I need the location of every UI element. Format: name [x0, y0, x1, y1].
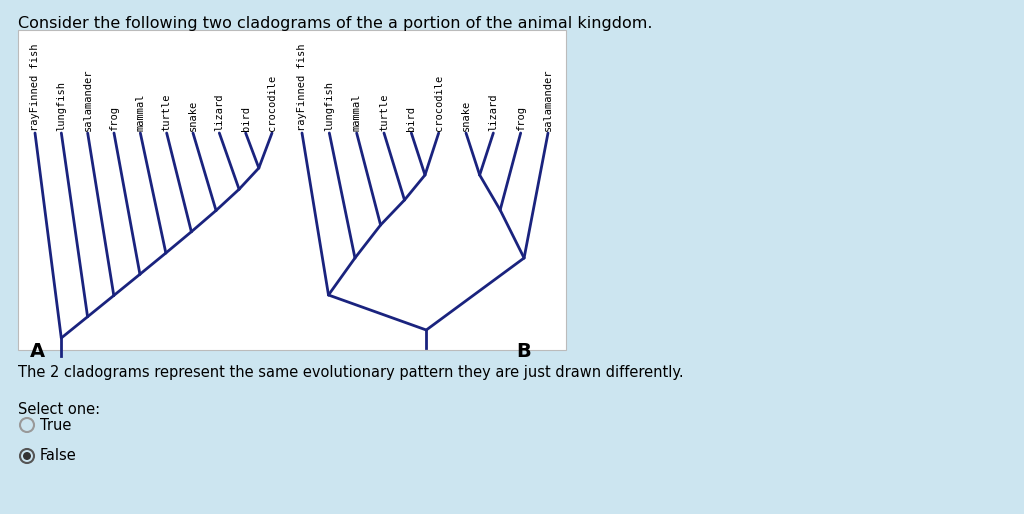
Text: lungfish: lungfish: [325, 81, 334, 131]
Text: turtle: turtle: [162, 94, 172, 131]
Text: lungfish: lungfish: [56, 81, 67, 131]
Text: salamander: salamander: [543, 68, 553, 131]
Text: mammal: mammal: [351, 94, 361, 131]
Text: frog: frog: [109, 106, 119, 131]
Text: B: B: [516, 342, 530, 361]
Text: The 2 cladograms represent the same evolutionary pattern they are just drawn dif: The 2 cladograms represent the same evol…: [18, 365, 684, 380]
Text: turtle: turtle: [379, 94, 389, 131]
Text: mammal: mammal: [135, 94, 145, 131]
Text: Select one:: Select one:: [18, 402, 100, 417]
Text: snake: snake: [461, 100, 471, 131]
Text: False: False: [40, 449, 77, 464]
Text: bird: bird: [407, 106, 417, 131]
Text: lizard: lizard: [488, 94, 499, 131]
Text: rayFinned fish: rayFinned fish: [297, 44, 307, 131]
FancyBboxPatch shape: [18, 30, 566, 350]
Text: salamander: salamander: [83, 68, 92, 131]
Text: bird: bird: [241, 106, 251, 131]
Text: snake: snake: [188, 100, 198, 131]
Text: lizard: lizard: [214, 94, 224, 131]
Text: A: A: [30, 342, 45, 361]
Text: True: True: [40, 417, 72, 432]
Circle shape: [23, 452, 31, 460]
Text: Consider the following two cladograms of the a portion of the animal kingdom.: Consider the following two cladograms of…: [18, 16, 652, 31]
Text: rayFinned fish: rayFinned fish: [30, 44, 40, 131]
Text: frog: frog: [516, 106, 525, 131]
Text: crocodile: crocodile: [267, 75, 278, 131]
Text: crocodile: crocodile: [434, 75, 443, 131]
